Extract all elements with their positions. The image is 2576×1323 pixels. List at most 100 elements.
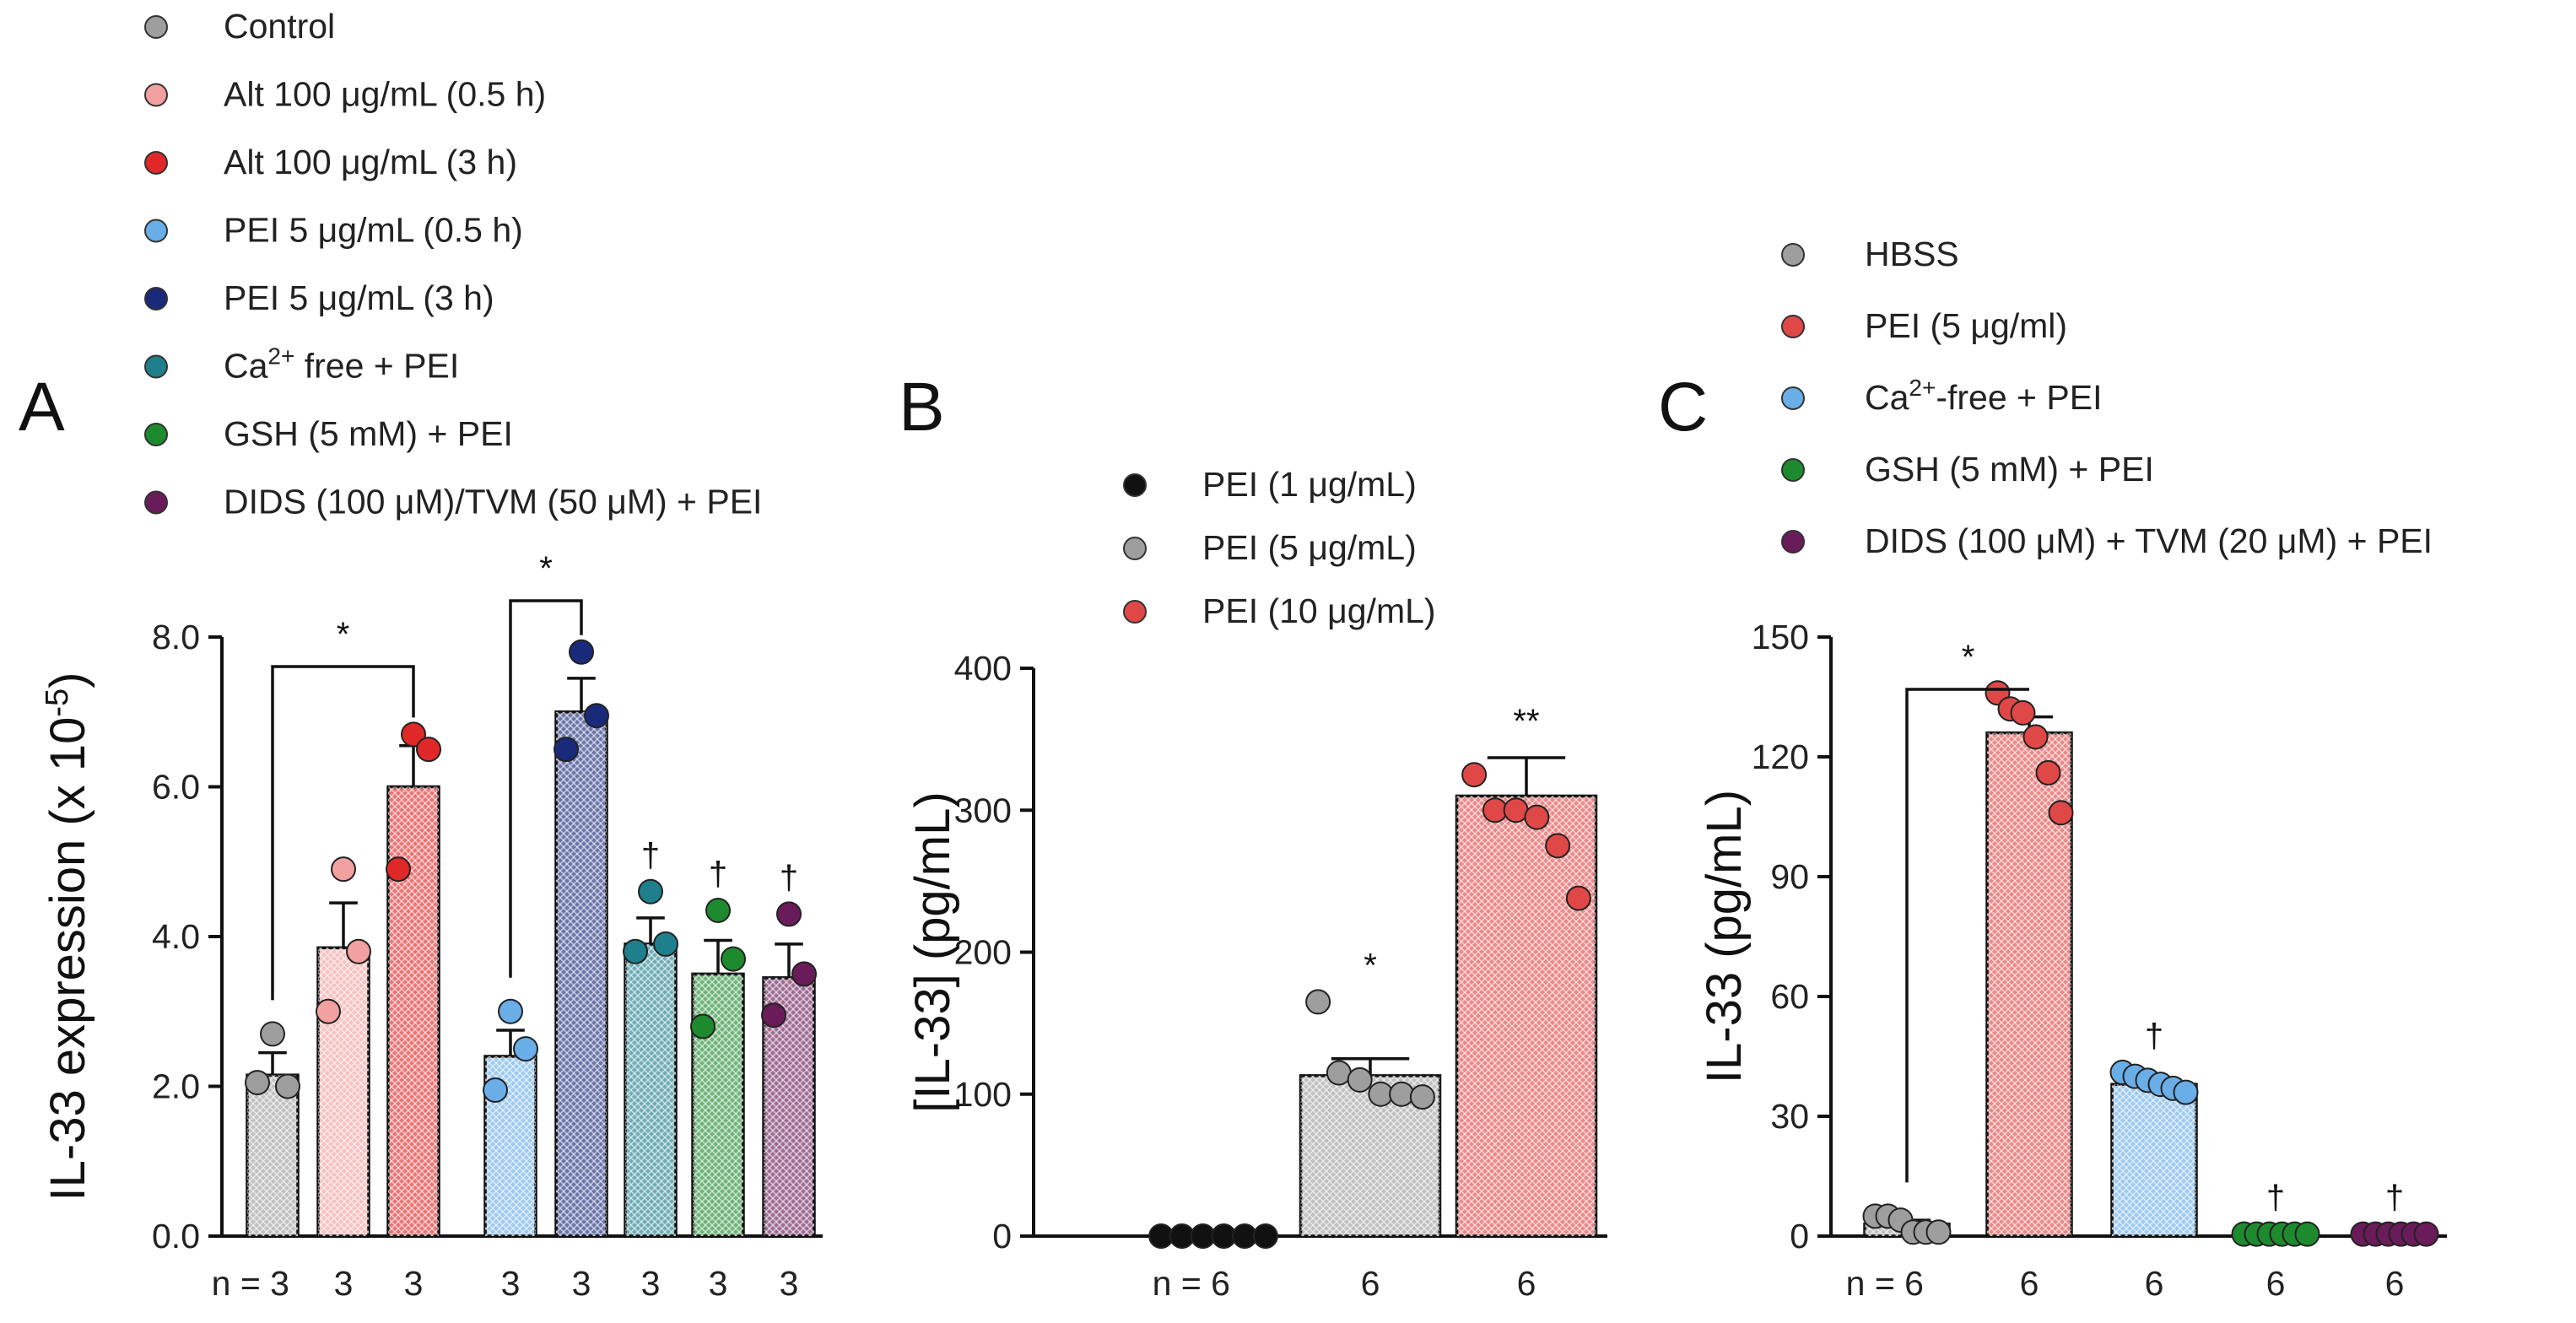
data-point xyxy=(2035,759,2061,786)
legend-label-text: Control xyxy=(224,7,335,46)
y-tick-label: 120 xyxy=(1752,737,1809,776)
significance-marker: † xyxy=(641,837,660,874)
legend-label: Alt 100 μg/mL (0.5 h) xyxy=(224,75,546,114)
data-point xyxy=(623,938,648,964)
data-point xyxy=(1389,1081,1415,1107)
n-label: 6 xyxy=(1517,1264,1536,1303)
significance-marker: † xyxy=(780,859,798,896)
n-label: 6 xyxy=(2385,1264,2405,1303)
data-point xyxy=(245,1070,270,1096)
legend-label-text: DIDS (100 μM) + TVM (20 μM) + PEI xyxy=(1865,521,2433,560)
data-point xyxy=(2173,1079,2199,1105)
n-label: 6 xyxy=(2020,1264,2039,1303)
n-label: n = 3 xyxy=(212,1264,289,1303)
data-point xyxy=(2048,800,2074,826)
y-tick-label: 400 xyxy=(954,649,1012,688)
n-label: 6 xyxy=(2145,1264,2164,1303)
legend-marker xyxy=(1123,537,1147,560)
y-axis-title: [IL-33] (pg/mL) xyxy=(905,791,960,1112)
legend-marker xyxy=(144,354,168,379)
data-point xyxy=(791,961,817,987)
legend-label-text: Alt 100 μg/mL (3 h) xyxy=(224,143,517,181)
bar-hatch xyxy=(318,948,369,1236)
y-tick-label: 8.0 xyxy=(152,618,200,656)
data-point xyxy=(569,639,594,665)
data-point xyxy=(2413,1221,2439,1247)
bracket-label: * xyxy=(337,616,350,653)
legend-label-text: PEI (5 μg/mL) xyxy=(1202,528,1417,567)
data-point xyxy=(554,737,579,763)
legend-marker xyxy=(144,287,168,310)
y-axis-title: IL-33 expression (x 10-5) xyxy=(40,672,95,1202)
data-point xyxy=(690,1013,716,1040)
y-axis-title: IL-33 (pg/mL) xyxy=(1697,790,1752,1083)
data-point xyxy=(401,721,426,748)
legend-label-text: Ca xyxy=(224,347,268,386)
legend-marker xyxy=(1781,530,1805,554)
y-tick-label: 150 xyxy=(1752,618,1809,656)
significance-bracket xyxy=(1905,688,2029,1183)
n-label: 3 xyxy=(780,1264,799,1303)
n-label: 3 xyxy=(641,1264,661,1303)
legend-label: Ca2+-free + PEI xyxy=(1865,375,2102,417)
data-point xyxy=(386,856,411,883)
legend-label: PEI 5 μg/mL (0.5 h) xyxy=(224,211,523,250)
bracket-label: * xyxy=(539,550,553,587)
data-point xyxy=(316,998,341,1024)
data-point xyxy=(2294,1221,2320,1247)
legend-marker xyxy=(144,219,168,243)
significance-marker: * xyxy=(1364,947,1377,984)
legend-label: PEI (10 μg/mL) xyxy=(1202,591,1436,630)
legend-label-text: GSH (5 mM) + PEI xyxy=(224,414,513,453)
legend-label: PEI 5 μg/mL (3 h) xyxy=(224,278,494,317)
data-point xyxy=(2010,699,2036,726)
y-tick-label: 100 xyxy=(954,1075,1012,1114)
bar-hatch xyxy=(693,974,743,1236)
data-point xyxy=(721,946,746,972)
data-point xyxy=(275,1073,300,1099)
y-tick-label: 90 xyxy=(1770,857,1809,896)
bar-hatch xyxy=(388,786,439,1236)
significance-marker: † xyxy=(2145,1018,2163,1055)
legend-marker xyxy=(1781,458,1805,482)
bar-hatch xyxy=(1456,796,1596,1236)
n-label: 3 xyxy=(709,1264,728,1303)
legend-label-text: PEI 5 μg/mL (3 h) xyxy=(224,278,494,317)
y-axis-title-text: [IL-33] (pg/mL) xyxy=(905,791,960,1112)
y-axis-title-sup: -5 xyxy=(40,688,75,717)
legend-label: PEI (1 μg/mL) xyxy=(1202,465,1417,504)
significance-bracket xyxy=(509,599,583,978)
data-point xyxy=(776,901,802,927)
legend-label-text: Ca xyxy=(1865,378,1909,417)
y-tick-label: 0 xyxy=(1790,1217,1809,1256)
n-label: 3 xyxy=(404,1264,424,1303)
significance-bracket xyxy=(271,665,415,1001)
data-point xyxy=(1326,1060,1352,1086)
legend-label-text: DIDS (100 μM)/TVM (50 μM) + PEI xyxy=(224,483,762,521)
legend-label: PEI (5 μg/mL) xyxy=(1202,528,1417,567)
legend-label-text: HBSS xyxy=(1865,235,1959,273)
data-point xyxy=(498,998,523,1024)
legend-marker xyxy=(144,83,168,107)
legend-label-sup: 2+ xyxy=(267,343,294,370)
data-point xyxy=(638,878,663,904)
data-point xyxy=(761,1002,786,1029)
data-point xyxy=(346,938,371,964)
data-point xyxy=(584,703,609,729)
data-point xyxy=(2022,724,2049,750)
legend-label-text: PEI (1 μg/mL) xyxy=(1202,465,1417,504)
data-point xyxy=(1347,1066,1373,1093)
y-tick-label: 60 xyxy=(1770,977,1809,1016)
data-point xyxy=(1305,989,1331,1015)
significance-marker: † xyxy=(2385,1180,2404,1217)
y-tick-label: 0.0 xyxy=(152,1217,200,1256)
panel-letter: A xyxy=(19,369,65,446)
y-axis-title-text: IL-33 (pg/mL) xyxy=(1697,790,1752,1083)
y-tick-label: 2.0 xyxy=(152,1067,200,1106)
legend-marker xyxy=(1781,386,1805,410)
legend-marker xyxy=(1123,473,1147,497)
bar-hatch xyxy=(625,943,676,1236)
data-point xyxy=(1524,804,1550,830)
legend-marker xyxy=(144,423,168,446)
